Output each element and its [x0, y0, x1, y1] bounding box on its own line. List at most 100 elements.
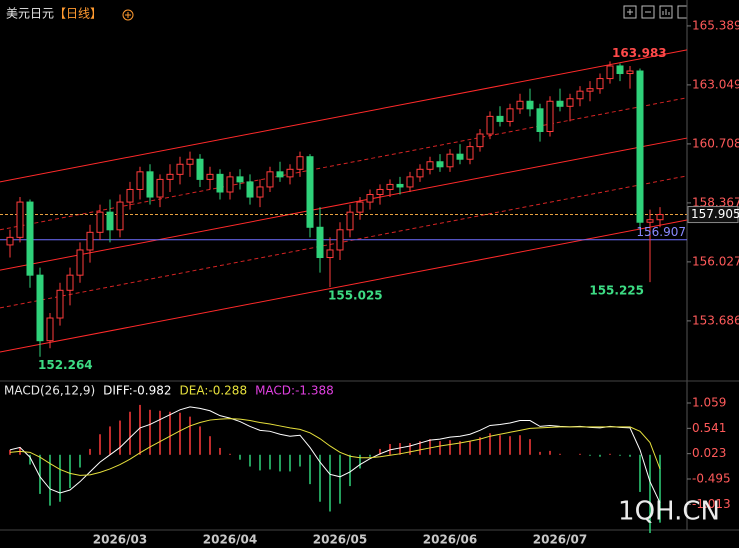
candle-body	[156, 178, 164, 198]
candle-body	[46, 317, 54, 342]
candle-body	[466, 146, 474, 160]
candle-body	[196, 158, 204, 180]
candle-body	[276, 171, 284, 178]
candle-body	[396, 183, 404, 188]
y-tick-label: 165.389	[692, 18, 739, 32]
candle-body	[146, 171, 154, 198]
candle-body	[376, 188, 384, 196]
candle-body	[626, 70, 634, 75]
settings-icon[interactable]	[122, 9, 134, 21]
candle-body	[496, 115, 504, 122]
high-label: 163.983	[612, 46, 667, 60]
candle-body	[6, 236, 14, 246]
candle-body	[116, 201, 124, 231]
y-tick-label: 163.049	[692, 77, 739, 91]
candle-body	[446, 153, 454, 168]
legend-label: MACD:-1.388	[255, 384, 334, 398]
legend-label: DIFF:-0.982	[103, 384, 171, 398]
candle-body	[426, 161, 434, 170]
y-tick-label: 160.708	[692, 136, 739, 150]
channel-line	[0, 175, 688, 309]
candle-body	[306, 156, 314, 228]
y-tick-label: -0.495	[692, 471, 731, 485]
macd-line	[9, 418, 661, 476]
zoom-in-button[interactable]	[623, 5, 637, 19]
candle-body	[436, 161, 444, 168]
candle-body	[586, 88, 594, 92]
candle-body	[36, 274, 44, 342]
candle-body	[356, 201, 364, 213]
candle-body	[536, 108, 544, 133]
symbol-title: 美元日元	[6, 7, 54, 21]
candle-body	[406, 176, 414, 188]
macd-line	[9, 406, 661, 504]
y-tick-label: 1.059	[692, 395, 726, 409]
candle-body	[216, 173, 224, 193]
y-tick-label: 0.541	[692, 421, 726, 435]
candle-body	[476, 133, 484, 148]
candle-body	[416, 168, 424, 178]
candle-body	[136, 171, 144, 190]
candle-body	[226, 176, 234, 193]
candle-body	[86, 231, 94, 251]
candle-body	[486, 115, 494, 135]
candle-body	[346, 211, 354, 231]
candle-body	[126, 188, 134, 203]
y-tick-label: 156.027	[692, 254, 739, 268]
candle-body	[526, 100, 534, 110]
candle-body	[646, 219, 654, 223]
watermark: 1QH.CN	[618, 497, 720, 527]
chart-type-button[interactable]	[659, 5, 673, 19]
candle-body	[16, 201, 24, 238]
candle-body	[266, 171, 274, 188]
x-tick-label: 2026/03	[93, 533, 147, 547]
candle-body	[246, 181, 254, 198]
candle-body	[206, 173, 214, 180]
candle-body	[26, 201, 34, 276]
ref-price-label: 156.907	[636, 225, 686, 239]
zoom-out-button[interactable]	[641, 5, 655, 19]
y-tick-label: 0.023	[692, 446, 726, 460]
y-tick-label: 158.367	[692, 195, 739, 209]
candle-body	[176, 163, 184, 175]
candle-body	[606, 65, 614, 80]
channel-line	[0, 137, 688, 271]
period-title: 【日线】	[54, 7, 102, 21]
candle-body	[516, 100, 524, 110]
y-tick-label: -1.013	[692, 497, 731, 511]
candle-body	[106, 211, 114, 231]
candle-body	[566, 98, 574, 107]
x-tick-label: 2026/05	[313, 533, 367, 547]
channel-line	[0, 49, 688, 183]
candle-body	[296, 156, 304, 170]
y-tick-label: 153.686	[692, 313, 739, 327]
candle-body	[186, 158, 194, 165]
candle-body	[456, 153, 464, 160]
candle-body	[166, 173, 174, 180]
candle-body	[256, 186, 264, 198]
candle-body	[596, 78, 604, 90]
low-label: 155.225	[589, 284, 644, 298]
candle-body	[96, 211, 104, 233]
candle-body	[286, 168, 294, 178]
candle-body	[576, 90, 584, 100]
candle-body	[616, 65, 624, 75]
low-label: 152.264	[38, 358, 93, 372]
legend-label: MACD(26,12,9)	[4, 384, 95, 398]
candle-body	[56, 289, 64, 319]
candle-body	[636, 70, 644, 223]
candle-body	[366, 194, 374, 203]
x-tick-label: 2026/06	[423, 533, 477, 547]
candle-body	[66, 274, 74, 291]
x-tick-label: 2026/07	[533, 533, 587, 547]
last-price-box	[687, 206, 739, 224]
candle-body	[236, 176, 244, 183]
low-label: 155.025	[328, 289, 383, 303]
last-price-label: 157.905	[691, 207, 739, 221]
candle-body	[386, 183, 394, 190]
channel-line	[0, 219, 688, 353]
candle-body	[336, 229, 344, 251]
candle-body	[326, 249, 334, 259]
